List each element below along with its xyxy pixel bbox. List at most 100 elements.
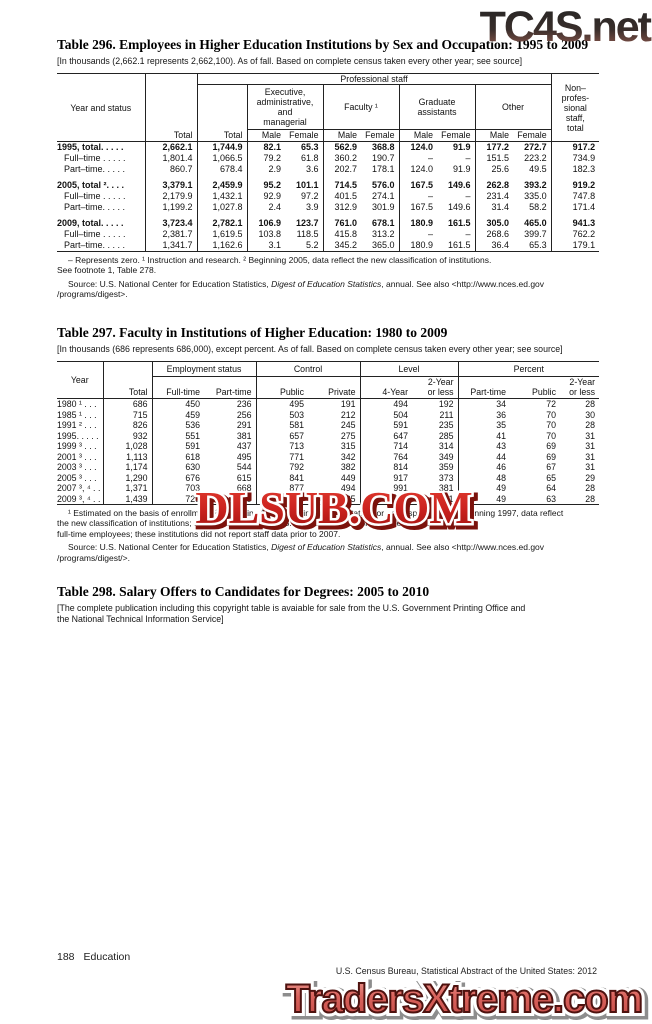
table-cell: 5.2 bbox=[305, 240, 319, 250]
column-header-pct-part-time: Part-time bbox=[457, 376, 511, 399]
table-cell: 274.1 bbox=[371, 191, 395, 201]
row-label: 1995. . . . . bbox=[57, 430, 99, 441]
table-cell: 1,162.6 bbox=[196, 240, 247, 252]
table-cell: 192 bbox=[438, 399, 454, 409]
table-cell: 814 bbox=[359, 462, 413, 473]
table-cell: 171.4 bbox=[550, 202, 600, 213]
table-cell: 101.1 bbox=[295, 180, 319, 190]
table-cell: 70 bbox=[546, 430, 557, 441]
table-cell: 231.4 bbox=[474, 191, 513, 202]
table-cell: 399.7 bbox=[524, 229, 547, 239]
table-298-note: [The complete publication including this… bbox=[57, 603, 526, 624]
table-cell: 714.5 bbox=[322, 180, 361, 191]
row-label: Full–time . . . . . bbox=[64, 229, 126, 239]
table-cell: 31 bbox=[585, 451, 596, 462]
source-text: , annual. See also <http://www.nces.ed.g… bbox=[57, 278, 545, 300]
table-cell: 79.2 bbox=[246, 153, 285, 164]
table-cell: 710 bbox=[236, 493, 252, 504]
column-header-year-status: Year and status bbox=[70, 102, 132, 113]
table-cell: 729 bbox=[151, 493, 204, 505]
table-cell: 118.5 bbox=[296, 229, 319, 239]
table-cell: 576.0 bbox=[371, 180, 395, 190]
table-cell: 31 bbox=[585, 430, 596, 441]
table-297-source: Source: U.S. National Center for Educati… bbox=[57, 542, 599, 563]
table-row: Full–time . . . . . 2,381.7 1,619.5 103.8 11… bbox=[57, 229, 600, 240]
table-cell: 202.7 bbox=[322, 164, 361, 175]
table-cell: 495 bbox=[236, 451, 252, 462]
column-header-male: Male bbox=[246, 129, 285, 142]
table-cell: 494 bbox=[359, 398, 413, 410]
table-cell: 49 bbox=[457, 493, 511, 505]
table-297-note: [In thousands (686 represents 686,000), … bbox=[57, 344, 563, 354]
table-cell: 494 bbox=[340, 483, 356, 493]
spacer-cell bbox=[550, 213, 600, 218]
table-297-title: Table 297. Faculty in Institutions of Hi… bbox=[57, 325, 448, 340]
table-cell: 256 bbox=[236, 409, 252, 420]
table-row: 1995. . . . . 932 551 381 657 275 647 285 41 70 31 bbox=[57, 430, 599, 441]
table-cell: 373 bbox=[438, 472, 454, 483]
table-cell: 1,744.9 bbox=[196, 141, 247, 153]
spacer-cell bbox=[246, 213, 285, 218]
table-296-source: Source: U.S. National Center for Educati… bbox=[57, 279, 599, 300]
table-297-section: Table 297. Faculty in Institutions of Hi… bbox=[57, 325, 600, 563]
row-label: 2003 ³ . . . bbox=[57, 462, 97, 472]
table-298-section: Table 298. Salary Offers to Candidates f… bbox=[57, 584, 599, 625]
table-cell: 764 bbox=[359, 451, 413, 462]
table-cell: 1,439 bbox=[102, 493, 152, 505]
table-cell: 1,199.2 bbox=[144, 202, 197, 213]
table-cell: 503 bbox=[255, 409, 308, 420]
table-cell: 1,432.1 bbox=[196, 191, 247, 202]
column-header-female: Female bbox=[441, 130, 471, 140]
table-cell: 58.2 bbox=[529, 202, 547, 212]
table-cell: 223.2 bbox=[524, 153, 547, 163]
column-header-prof-total: Total bbox=[196, 84, 247, 142]
table-cell: 359 bbox=[438, 462, 454, 472]
table-cell: 449 bbox=[340, 472, 356, 483]
table-cell: 43 bbox=[457, 441, 511, 452]
table-row: 1995, total. . . . . 2,662.1 1,744.9 82.1 65… bbox=[57, 141, 600, 153]
page-footer-source: U.S. Census Bureau, Statistical Abstract… bbox=[335, 966, 597, 976]
table-296-footnote: – Represents zero. ¹ Instruction and res… bbox=[57, 255, 492, 276]
spacer-cell bbox=[550, 175, 600, 180]
table-cell: 2,381.7 bbox=[144, 229, 197, 240]
table-cell: 65.3 bbox=[300, 142, 319, 152]
table-cell: 668 bbox=[236, 483, 252, 493]
table-cell: 465.0 bbox=[524, 218, 547, 228]
table-cell: 30 bbox=[585, 409, 596, 420]
tradersxtreme-watermark: TradersXtreme.com TradersXtreme.com Trad… bbox=[276, 973, 652, 1024]
table-cell: 262.8 bbox=[474, 180, 513, 191]
table-row: 1985 ¹ . . . 715 459 256 503 212 504 211 36 70 30 bbox=[57, 409, 599, 420]
table-cell: 65 bbox=[546, 472, 557, 483]
table-cell: 305.0 bbox=[474, 218, 513, 229]
table-cell: 703 bbox=[151, 483, 204, 494]
table-296-body: 1995, total. . . . . 2,662.1 1,744.9 82.1 65… bbox=[57, 141, 600, 252]
table-cell: 536 bbox=[151, 420, 204, 431]
table-cell: 841 bbox=[255, 472, 308, 483]
table-cell: 291 bbox=[236, 420, 252, 430]
spacer-cell bbox=[474, 175, 513, 180]
table-cell: 381 bbox=[236, 430, 252, 441]
table-cell: 342 bbox=[340, 451, 356, 462]
table-row: Part–time. . . . . 860.7 678.4 2.9 3.6 202.7 1… bbox=[57, 164, 600, 175]
column-group-faculty: Faculty ¹ bbox=[322, 84, 399, 130]
table-cell: 149.6 bbox=[447, 202, 471, 212]
column-group-control: Control bbox=[255, 361, 361, 377]
row-label: 2005 ³ . . . bbox=[57, 472, 97, 483]
table-cell: 415.8 bbox=[322, 229, 361, 240]
table-cell: 551 bbox=[151, 430, 204, 441]
table-row: 2007 ³, ⁴ . . 1,371 703 668 877 494 991 381 49 64… bbox=[57, 483, 599, 494]
tradersxtreme-watermark-outline: TradersXtreme.com bbox=[286, 977, 643, 1021]
column-header-private: Private bbox=[328, 387, 356, 397]
table-cell: 615 bbox=[236, 472, 252, 483]
table-cell: – bbox=[398, 153, 437, 164]
table-cell: 191 bbox=[340, 399, 356, 409]
row-label: 2001 ³ . . . bbox=[57, 451, 97, 462]
spacer-cell bbox=[196, 213, 247, 218]
table-cell: 182.3 bbox=[550, 164, 600, 175]
table-row: 1991 ² . . . 826 536 291 581 245 591 235 35 70 28 bbox=[57, 420, 599, 431]
table-cell: 1,113 bbox=[102, 451, 152, 462]
column-header-full-time: Full-time bbox=[151, 376, 204, 399]
table-cell: 106.9 bbox=[246, 218, 285, 229]
table-row: 2005, total ². . . . 3,379.1 2,459.9 95.2 10… bbox=[57, 180, 600, 191]
table-cell: – bbox=[398, 229, 437, 240]
